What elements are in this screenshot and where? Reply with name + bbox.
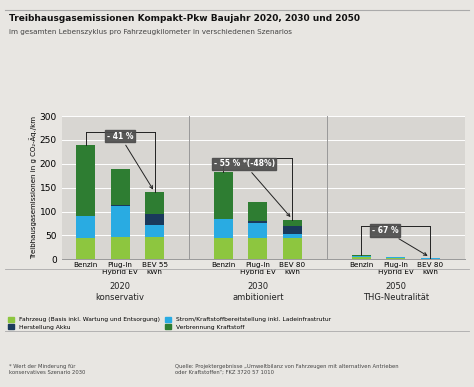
Bar (145, 225, 164, 237)
Legend: Fahrzeug (Basis inkl. Wartung und Entsorgung), Herstellung Akku, Strom/Kraftstof: Fahrzeug (Basis inkl. Wartung und Entsor… (8, 317, 331, 330)
Bar (420, 258, 439, 259)
Text: - 67 %: - 67 % (372, 226, 427, 255)
Text: im gesamten Lebenszyklus pro Fahrzeugkilometer in verschiedenen Szenarios: im gesamten Lebenszyklus pro Fahrzeugkil… (9, 29, 292, 35)
Bar (111, 237, 129, 259)
Text: * Wert der Minderung für
konservatives Szenario 2030: * Wert der Minderung für konservatives S… (9, 364, 86, 375)
Text: 2020
konservativ: 2020 konservativ (96, 282, 145, 301)
Bar (283, 233, 302, 238)
Bar (76, 216, 95, 238)
Bar (76, 145, 95, 216)
Bar (111, 205, 129, 206)
Bar (145, 192, 164, 214)
Bar (214, 173, 233, 219)
Bar (76, 238, 95, 259)
Text: 2050
THG-Neutralität: 2050 THG-Neutralität (363, 282, 428, 301)
Bar (248, 221, 267, 223)
Bar (352, 256, 371, 257)
Bar (283, 238, 302, 259)
Bar (214, 238, 233, 259)
Bar (283, 220, 302, 226)
Bar (248, 223, 267, 238)
Text: - 41 %: - 41 % (107, 132, 153, 189)
Bar (352, 255, 371, 256)
Y-axis label: Treibhausgasemissionen in g CO₂-Äq./km: Treibhausgasemissionen in g CO₂-Äq./km (29, 116, 36, 259)
Bar (214, 219, 233, 238)
Bar (248, 238, 267, 259)
Text: 2030
ambitioniert: 2030 ambitioniert (232, 282, 283, 301)
Text: Treibhausgasemissionen Kompakt-Pkw Baujahr 2020, 2030 und 2050: Treibhausgasemissionen Kompakt-Pkw Bauja… (9, 14, 361, 22)
Bar (145, 214, 164, 225)
Bar (248, 202, 267, 221)
Bar (111, 206, 129, 237)
Bar (145, 237, 164, 259)
Bar (111, 169, 129, 205)
Bar (283, 226, 302, 233)
Bar (386, 257, 405, 259)
Bar (352, 257, 371, 259)
Text: - 55 % *(-48%): - 55 % *(-48%) (214, 159, 290, 216)
Text: Quelle: Projektergebnisse „Umweltbilanz von Fahrzeugen mit alternativen Antriebe: Quelle: Projektergebnisse „Umweltbilanz … (175, 364, 399, 375)
